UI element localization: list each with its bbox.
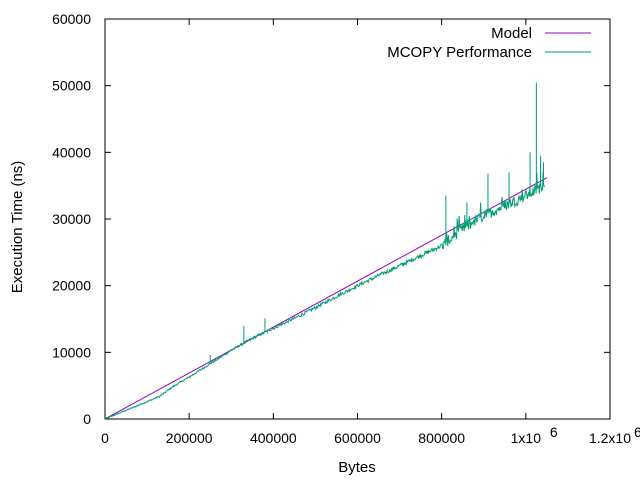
x-axis-title: Bytes <box>338 459 376 476</box>
y-tick-label: 20000 <box>52 278 91 294</box>
y-tick-label: 60000 <box>52 11 91 27</box>
x-axis: 0 200000 400000 600000 800000 1x10 6 1.2x10 6 <box>101 19 640 446</box>
legend-label-mcopy: MCOPY Performance <box>387 44 532 61</box>
y-tick-label: 0 <box>83 411 91 427</box>
legend-label-model: Model <box>491 25 532 42</box>
plot-area <box>104 82 548 420</box>
series-line-mcopy <box>104 171 545 420</box>
y-tick-label: 10000 <box>52 344 91 360</box>
y-tick-label: 50000 <box>52 78 91 94</box>
plot-frame <box>104 18 611 420</box>
y-axis: 0 10000 20000 30000 40000 50000 60000 <box>52 11 610 427</box>
x-tick-label: 400000 <box>250 430 297 446</box>
legend: Model MCOPY Performance <box>387 25 591 61</box>
y-tick-label: 40000 <box>52 144 91 160</box>
y-tick-label: 30000 <box>52 211 91 227</box>
series-line-model <box>104 177 548 420</box>
x-tick-label: 200000 <box>166 430 213 446</box>
x-tick-label: 800000 <box>418 430 465 446</box>
x-tick-label: 1.2x10 <box>589 430 631 446</box>
x-tick-label: 600000 <box>334 430 381 446</box>
x-tick-label: 1x10 <box>511 430 542 446</box>
x-tick-label: 0 <box>101 430 109 446</box>
y-axis-title: Execution Time (ns) <box>9 161 26 294</box>
x-tick-exponent: 6 <box>634 424 640 440</box>
x-tick-exponent: 6 <box>550 424 558 440</box>
